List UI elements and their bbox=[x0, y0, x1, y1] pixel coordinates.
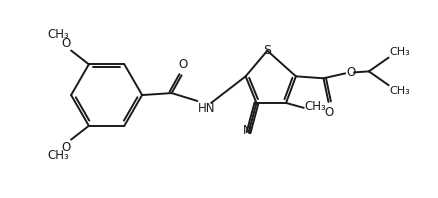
Text: CH₃: CH₃ bbox=[389, 47, 410, 57]
Text: O: O bbox=[324, 106, 333, 119]
Text: O: O bbox=[346, 66, 355, 79]
Text: O: O bbox=[61, 141, 70, 154]
Text: CH₃: CH₃ bbox=[47, 28, 69, 41]
Text: CH₃: CH₃ bbox=[389, 86, 410, 96]
Text: CH₃: CH₃ bbox=[304, 100, 326, 113]
Text: S: S bbox=[263, 44, 271, 57]
Text: O: O bbox=[61, 36, 70, 50]
Text: N: N bbox=[243, 125, 251, 137]
Text: CH₃: CH₃ bbox=[47, 149, 69, 162]
Text: O: O bbox=[177, 58, 187, 71]
Text: HN: HN bbox=[198, 102, 215, 115]
